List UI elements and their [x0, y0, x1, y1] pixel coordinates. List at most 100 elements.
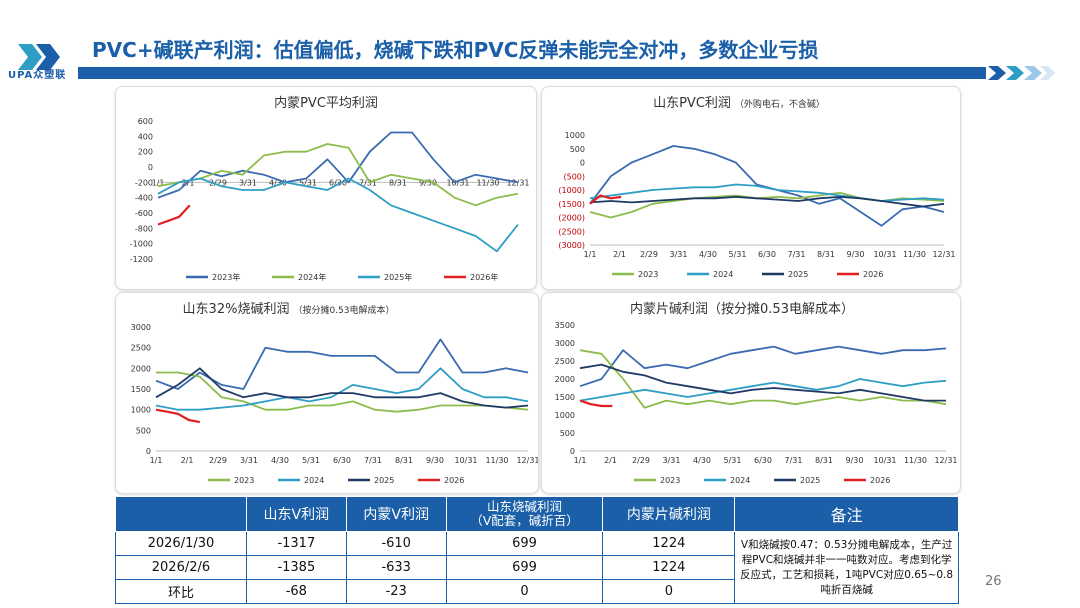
x-tick-label: 11/30 [485, 456, 508, 465]
table-cell: 699 [445, 531, 604, 556]
x-tick-label: 1/1 [152, 178, 165, 187]
legend-label: 2023 [234, 476, 254, 485]
x-tick-label: 3/31 [663, 456, 681, 465]
x-tick-label: 9/30 [419, 178, 437, 187]
x-tick-label: 5/31 [729, 250, 747, 259]
x-tick-label: 6/30 [333, 456, 351, 465]
x-tick-label: 2/1 [604, 456, 617, 465]
chart-title: 山东32%烧碱利润 [183, 302, 290, 317]
title-underline-bar [78, 67, 986, 79]
y-tick-label: 3500 [555, 321, 575, 330]
page-number: 26 [985, 574, 1002, 589]
x-tick-label: 12/31 [934, 456, 957, 465]
series-line-2023 [589, 145, 945, 227]
legend-label: 2025 [788, 270, 808, 279]
x-tick-label: 12/31 [506, 178, 529, 187]
x-tick-label: 2/29 [640, 250, 658, 259]
y-tick-label: 500 [560, 429, 575, 438]
table-header-note: 备注 [734, 496, 959, 532]
legend-label: 2023 [638, 270, 658, 279]
table-cell: 0 [602, 579, 736, 604]
x-tick-label: 7/31 [364, 456, 382, 465]
table-cell: 环比 [115, 579, 247, 604]
y-tick-label: 0 [580, 159, 585, 168]
legend-label: 2026 [870, 476, 890, 485]
table-header-row: 山东V利润 内蒙V利润 山东烧碱利润 （V配套，碱折百） 内蒙片碱利润 备注 [115, 496, 959, 532]
x-tick-label: 10/31 [446, 178, 469, 187]
x-tick-label: 7/31 [359, 178, 377, 187]
x-tick-label: 1/1 [584, 250, 597, 259]
x-tick-label: 3/31 [239, 178, 257, 187]
chart-title: 内蒙片碱利润（按分摊0.53电解成本） [630, 301, 854, 317]
x-tick-label: 12/31 [516, 456, 538, 465]
chevron-arrows-icon [988, 66, 1055, 80]
series-line-2026年 [157, 204, 191, 226]
legend-label: 2024 [713, 270, 733, 279]
y-tick-label: 1000 [131, 406, 151, 415]
table-cell: -23 [345, 579, 447, 604]
y-tick-label: 3000 [555, 339, 575, 348]
x-tick-label: 8/31 [395, 456, 413, 465]
table-row: 2026/2/6 -1385 -633 699 1224 [115, 555, 959, 580]
y-tick-label: (2500) [558, 227, 585, 236]
chart-panel-neimeng-flake: 内蒙片碱利润（按分摊0.53电解成本） 3500 3000 2500 2000 1500 1… [541, 292, 961, 494]
profit-table: 山东V利润 内蒙V利润 山东烧碱利润 （V配套，碱折百） 内蒙片碱利润 备注 2… [115, 496, 959, 604]
chart-panel-shandong-pvc: 山东PVC利润 （外购电石，不含碱） 1000 500 0 (500) (1000) (150… [541, 86, 961, 290]
series-line-2025年 [157, 177, 519, 253]
series-line-2025 [155, 367, 529, 411]
x-tick-label: 2/1 [181, 456, 194, 465]
table-row: 环比 -68 -23 0 0 [115, 579, 959, 604]
chart-subtitle: （按分摊0.53电解成本） [293, 304, 394, 316]
slide-header: UPA众塑联 PVC+碱联产利润：估值偏低，烧碱下跌和PVC反弹未能完全对冲，多… [0, 0, 1080, 90]
x-tick-label: 5/31 [302, 456, 320, 465]
series-line-2024 [589, 191, 945, 219]
table-cell: -633 [345, 555, 447, 580]
chart-shandong-caustic-soda: 山东32%烧碱利润 （按分摊0.53电解成本） 3000 2500 2000 1500 10… [131, 302, 538, 485]
x-tick-label: 2/29 [209, 456, 227, 465]
series-line-2026 [589, 194, 622, 205]
x-tick-label: 6/30 [758, 250, 776, 259]
y-tick-label: -400 [135, 194, 153, 203]
chart-neimeng-flake-caustic: 内蒙片碱利润（按分摊0.53电解成本） 3500 3000 2500 2000 1500 1… [555, 301, 958, 485]
x-tick-label: 2/29 [209, 178, 227, 187]
x-tick-label: 9/30 [846, 456, 864, 465]
table-cell: 699 [445, 555, 604, 580]
series-line-2024 [156, 371, 529, 413]
y-tick-label: 0 [570, 447, 575, 456]
y-tick-label: 3000 [131, 323, 151, 332]
y-tick-label: (2000) [558, 214, 585, 223]
table-header-cell: 内蒙片碱利润 [602, 496, 736, 532]
series-line-2026 [579, 399, 613, 408]
legend-label: 2024年 [298, 272, 326, 282]
x-tick-label: 4/30 [271, 456, 289, 465]
x-tick-label: 10/31 [873, 250, 896, 259]
y-tick-label: 2500 [131, 344, 151, 353]
x-tick-label: 10/31 [454, 456, 477, 465]
x-tick-label: 2/1 [613, 250, 626, 259]
table-note-cell: V和烧碱按0.47：0.53分摊电解成本，生产过程PVC和烧碱并非一一吨数对应。… [734, 531, 959, 604]
page-title: PVC+碱联产利润：估值偏低，烧碱下跌和PVC反弹未能完全对冲，多数企业亏损 [92, 38, 819, 62]
x-tick-label: 8/31 [815, 456, 833, 465]
series-line-2025b [155, 367, 529, 409]
y-tick-label: 0 [148, 163, 153, 172]
y-tick-label: 2000 [131, 364, 151, 373]
y-tick-label: 2000 [555, 375, 575, 384]
legend-label: 2026 [863, 270, 883, 279]
table-header-cell [115, 496, 247, 532]
table-cell: 1224 [602, 555, 736, 580]
y-tick-label: 0 [146, 447, 151, 456]
chart-title: 内蒙PVC平均利润 [274, 95, 378, 111]
legend-label: 2025 [374, 476, 394, 485]
x-tick-label: 8/31 [389, 178, 407, 187]
table-cell: -610 [345, 531, 447, 556]
logo-text: UPA众塑联 [8, 70, 67, 81]
y-tick-label: 500 [570, 145, 585, 154]
series-line-2025b [589, 196, 945, 208]
chart-title: 山东PVC利润 [653, 96, 731, 111]
legend-label: 2024 [730, 476, 750, 485]
x-tick-label: 7/31 [785, 456, 803, 465]
y-tick-label: -800 [135, 224, 153, 233]
table-cell: 1224 [602, 531, 736, 556]
y-tick-label: 400 [138, 132, 153, 141]
series-line-2024 [579, 349, 947, 409]
